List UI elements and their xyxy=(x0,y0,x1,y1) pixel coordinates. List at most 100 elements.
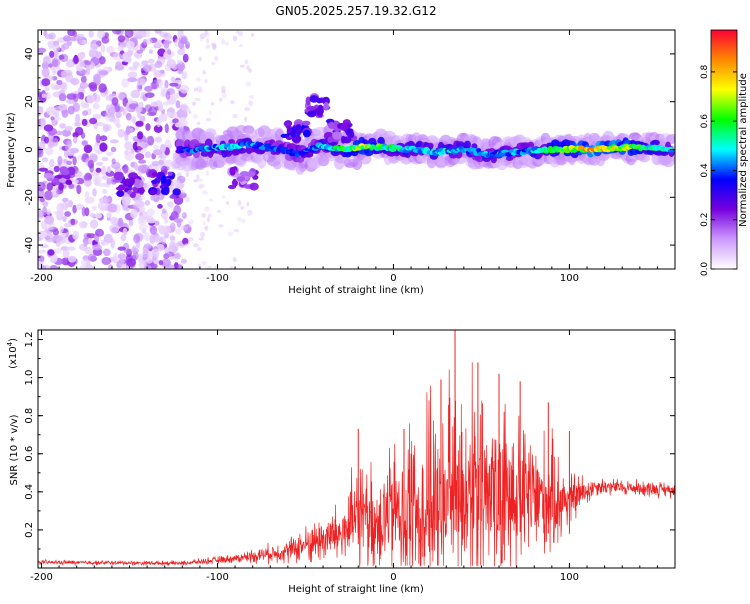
spectrogram-cell-926 xyxy=(232,35,238,41)
spectrogram-y-tick-label-2: 0 xyxy=(24,146,35,152)
spectrogram-cell-807 xyxy=(60,70,68,78)
spectrogram-cell-2499 xyxy=(302,129,311,138)
spectrogram-cell-416 xyxy=(89,213,96,218)
spectrogram-cell-852 xyxy=(57,155,63,166)
spectrogram-cell-701 xyxy=(72,156,77,166)
spectrogram-cell-996 xyxy=(198,237,205,241)
spectrogram-cell-671 xyxy=(53,248,62,254)
spectrogram-cell-1003 xyxy=(201,261,207,265)
spectrogram-cell-538 xyxy=(40,117,46,127)
spectrogram-cell-2505 xyxy=(294,119,304,127)
spectrogram-cell-889 xyxy=(40,264,46,269)
spectrogram-cell-937 xyxy=(205,117,211,122)
spectrogram-cell-919 xyxy=(250,32,255,37)
spectrogram-cell-885 xyxy=(42,201,49,208)
spectrogram-cell-764 xyxy=(152,248,160,258)
spectrogram-cell-805 xyxy=(154,41,161,48)
spectrogram-cell-618 xyxy=(63,222,73,228)
spectrogram-cell-839 xyxy=(169,194,177,199)
spectrogram-cell-702 xyxy=(171,92,180,100)
spectrogram-cell-755 xyxy=(70,77,80,86)
spectrogram-cell-2373 xyxy=(151,171,158,177)
spectrogram-cell-436 xyxy=(177,48,186,56)
spectrogram-cell-2495 xyxy=(283,121,292,127)
spectrogram-cell-587 xyxy=(52,44,61,52)
spectrogram-cell-411 xyxy=(154,235,163,244)
spectrogram-cell-767 xyxy=(149,225,158,235)
spectrogram-cell-898 xyxy=(121,195,131,206)
spectrogram-cell-2418 xyxy=(58,182,64,191)
spectrogram-cell-488 xyxy=(58,54,65,60)
spectrogram-cell-86 xyxy=(80,75,87,84)
snr-y-tick-label-4: 1.0 xyxy=(24,370,35,386)
spectrogram-cell-893 xyxy=(162,225,171,234)
spectrogram-cell-382 xyxy=(149,234,156,244)
spectrogram-cell-202 xyxy=(79,81,89,89)
snr-y-label: SNR (10 * v/v) xyxy=(9,414,20,485)
spectrogram-cell-913 xyxy=(226,201,230,205)
spectrogram-cell-518 xyxy=(120,234,127,242)
spectrogram-cell-393 xyxy=(163,32,173,41)
spectrogram-cell-413 xyxy=(169,222,176,233)
spectrogram-cell-2456 xyxy=(314,107,324,116)
spectrogram-cell-788 xyxy=(127,77,138,83)
spectrogram-cell-699 xyxy=(165,90,171,100)
spectrogram-cell-841 xyxy=(89,43,99,50)
spectrogram-cell-837 xyxy=(106,165,111,174)
spectrogram-cell-475 xyxy=(143,264,152,269)
spectrogram-cell-955 xyxy=(205,265,210,269)
spectrogram-cell-795 xyxy=(182,53,189,63)
spectrogram-cell-2534 xyxy=(340,135,346,144)
spectrogram-cell-2420 xyxy=(51,177,61,186)
spectrogram-cell-521 xyxy=(78,39,83,45)
snr-scale-prefix: (x10 xyxy=(8,346,19,369)
spectrogram-cell-800 xyxy=(81,140,88,146)
spectrogram-cell-1015 xyxy=(188,219,194,225)
spectrogram-cell-2507 xyxy=(290,130,296,138)
spectrogram-cell-446 xyxy=(106,151,114,156)
spectrogram-cell-861 xyxy=(93,144,99,153)
spectrogram-cell-899 xyxy=(52,187,57,197)
spectrogram-cell-588 xyxy=(95,133,101,144)
spectrogram-cell-2398 xyxy=(133,178,140,186)
spectrogram-cell-599 xyxy=(73,136,78,144)
spectrogram-cell-963 xyxy=(185,171,189,177)
spectrogram-cell-867 xyxy=(123,248,133,254)
spectrogram-cell-987 xyxy=(199,33,206,39)
spectrogram-cell-13 xyxy=(132,196,143,202)
snr-x-tick-label-3: 100 xyxy=(560,572,579,583)
spectrogram-cell-792 xyxy=(58,93,67,102)
spectrogram-cell-2508 xyxy=(301,120,311,126)
spectrogram-cell-977 xyxy=(208,111,213,115)
spectrogram-cell-598 xyxy=(44,190,53,201)
spectrogram-cell-341 xyxy=(164,123,169,134)
spectrogram-cell-400 xyxy=(158,159,164,165)
spectrogram-cell-911 xyxy=(188,237,194,242)
spectrogram-cell-876 xyxy=(159,143,166,153)
spectrogram-cell-95 xyxy=(100,165,107,176)
spectrogram-cell-766 xyxy=(173,218,184,223)
spectrogram-cell-715 xyxy=(92,93,101,103)
spectrogram-cell-356 xyxy=(148,49,153,54)
spectrogram-cell-493 xyxy=(155,243,165,252)
colorbar-label: Normalized spectral amplitude xyxy=(738,73,749,227)
spectrogram-cell-741 xyxy=(76,33,85,39)
spectrogram-cell-688 xyxy=(70,218,76,226)
spectrogram-cell-842 xyxy=(164,247,169,253)
spectrogram-cell-824 xyxy=(92,188,97,197)
spectrogram-cell-545 xyxy=(64,211,71,217)
spectrogram-cell-311 xyxy=(83,144,93,154)
spectrogram-cell-669 xyxy=(70,179,79,184)
spectrogram-cell-971 xyxy=(197,247,201,251)
spectrogram-cell-903 xyxy=(204,225,209,231)
spectrogram-cell-510 xyxy=(105,112,110,122)
spectrogram-cell-653 xyxy=(161,258,172,268)
spectrogram-cell-719 xyxy=(80,258,90,266)
spectrogram-cell-591 xyxy=(138,253,143,261)
spectrogram-x-tick-label-1: -100 xyxy=(206,273,229,284)
spectrogram-cell-262 xyxy=(61,232,67,238)
spectrogram-cell-936 xyxy=(206,38,210,44)
spectrogram-cell-869 xyxy=(131,245,137,254)
spectrogram-cell-884 xyxy=(81,118,88,126)
spectrogram-cell-203 xyxy=(101,257,112,265)
